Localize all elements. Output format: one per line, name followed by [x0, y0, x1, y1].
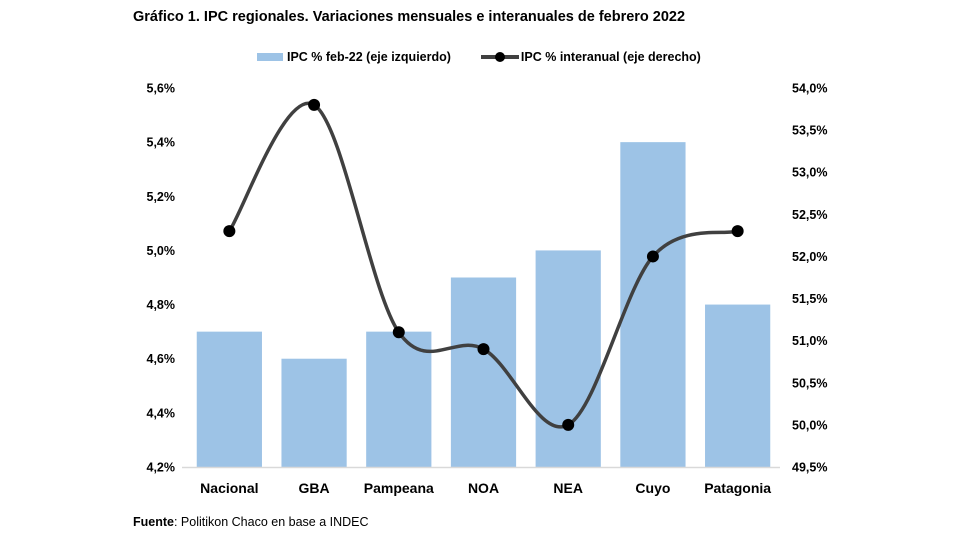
- x-axis-labels: Nacional GBA Pampeana NOA NEA Cuyo Patagonia: [200, 480, 771, 496]
- category-label: Nacional: [200, 480, 258, 496]
- bar-pampeana: [366, 331, 432, 467]
- line-marker-nacional: [223, 225, 236, 238]
- legend-item-bars: IPC % feb-22 (eje izquierdo): [257, 50, 451, 64]
- bar-gba: [281, 358, 347, 467]
- bar-nea: [535, 250, 601, 467]
- bar-cuyo: [620, 142, 686, 467]
- category-label: Patagonia: [704, 480, 771, 496]
- left-tick-label: 4,2%: [147, 461, 176, 475]
- left-tick-label: 5,2%: [147, 190, 176, 204]
- source-note: Fuente: Politikon Chaco en base a INDEC: [133, 515, 369, 529]
- category-label: Pampeana: [364, 480, 434, 496]
- category-label: NEA: [553, 480, 583, 496]
- category-label: NOA: [468, 480, 499, 496]
- left-tick-label: 4,4%: [147, 406, 176, 420]
- legend-bar-swatch: [257, 53, 283, 61]
- right-tick-label: 53,0%: [792, 166, 827, 180]
- legend-label-bars: IPC % feb-22 (eje izquierdo): [287, 50, 451, 64]
- right-tick-label: 53,5%: [792, 124, 827, 138]
- legend: IPC % feb-22 (eje izquierdo) IPC % inter…: [257, 50, 701, 64]
- line-marker-nea: [562, 418, 575, 431]
- line-series: [223, 98, 744, 431]
- right-tick-label: 52,5%: [792, 208, 827, 222]
- line-marker-gba: [308, 98, 321, 111]
- right-tick-label: 51,5%: [792, 292, 827, 306]
- right-tick-label: 51,0%: [792, 334, 827, 348]
- left-tick-label: 5,0%: [147, 244, 176, 258]
- left-tick-label: 5,6%: [147, 82, 176, 96]
- source-text: : Politikon Chaco en base a INDEC: [173, 515, 369, 529]
- left-tick-label: 4,6%: [147, 352, 176, 366]
- line-marker-patagonia: [731, 225, 744, 238]
- bar-patagonia: [705, 304, 771, 467]
- category-label: GBA: [299, 480, 330, 496]
- line-marker-cuyo: [646, 250, 659, 263]
- bar-nacional: [196, 331, 262, 467]
- category-label: Cuyo: [635, 480, 670, 496]
- legend-line-swatch: [480, 52, 519, 62]
- line-marker-noa: [477, 343, 490, 356]
- line-marker-pampeana: [392, 326, 405, 339]
- right-tick-label: 49,5%: [792, 461, 827, 475]
- right-tick-label: 52,0%: [792, 250, 827, 264]
- chart-title: Gráfico 1. IPC regionales. Variaciones m…: [133, 9, 686, 25]
- left-tick-label: 4,8%: [147, 298, 176, 312]
- left-axis: 4,2% 4,4% 4,6% 4,8% 5,0% 5,2% 5,4% 5,6%: [147, 82, 176, 475]
- bar-series: [196, 142, 771, 467]
- legend-label-line: IPC % interanual (eje derecho): [520, 50, 701, 64]
- left-tick-label: 5,4%: [147, 136, 176, 150]
- legend-item-line: IPC % interanual (eje derecho): [451, 50, 701, 64]
- right-tick-label: 50,5%: [792, 376, 827, 390]
- right-tick-label: 54,0%: [792, 82, 827, 96]
- right-axis: 49,5% 50,0% 50,5% 51,0% 51,5% 52,0% 52,5% 53,0%…: [792, 82, 827, 475]
- right-tick-label: 50,0%: [792, 418, 827, 432]
- source-label: Fuente: [133, 515, 174, 529]
